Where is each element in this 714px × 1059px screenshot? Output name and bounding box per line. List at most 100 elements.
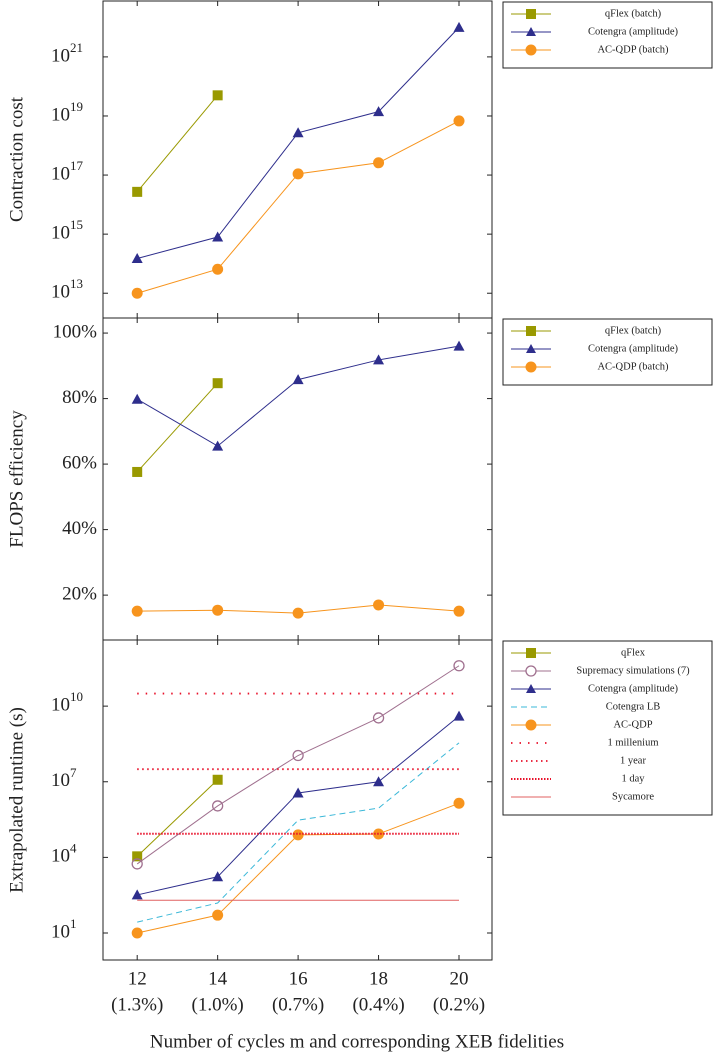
legend-marker xyxy=(525,719,537,731)
y-tick-exponent: 17 xyxy=(70,158,84,173)
marker xyxy=(292,374,304,385)
marker xyxy=(212,774,223,785)
legend-label: qFlex xyxy=(621,647,646,658)
legend-marker xyxy=(526,684,536,693)
marker xyxy=(373,354,385,365)
marker xyxy=(131,252,143,263)
marker xyxy=(131,927,143,939)
marker xyxy=(292,829,304,841)
marker xyxy=(212,90,223,101)
marker xyxy=(132,186,143,197)
series-line xyxy=(136,382,219,473)
y-tick-exponent: 7 xyxy=(70,765,77,780)
y-tick-exponent: 21 xyxy=(70,40,83,55)
legend-marker xyxy=(525,361,537,373)
marker xyxy=(373,599,385,611)
y-axis-label: Contraction cost xyxy=(6,96,27,222)
x-tick-label: 16 xyxy=(289,968,308,989)
marker xyxy=(132,466,143,477)
legend-label: AC-QDP xyxy=(613,719,652,730)
legend-box xyxy=(502,1,713,69)
x-tick-label: 12 xyxy=(128,968,147,989)
marker xyxy=(212,909,224,921)
x-tick-sublabel: (1.3%) xyxy=(111,994,163,1015)
x-axis-label: Number of cycles m and corresponding XEB… xyxy=(150,1031,564,1052)
y-tick-exponent: 4 xyxy=(70,840,77,855)
marker xyxy=(373,157,385,169)
marker xyxy=(131,605,143,617)
legend-label: Cotengra (amplitude) xyxy=(588,26,679,37)
marker xyxy=(212,231,224,242)
marker xyxy=(453,340,465,351)
legend-label: Supremacy simulations (7) xyxy=(576,665,690,676)
x-tick-sublabel: (0.4%) xyxy=(352,994,404,1015)
y-tick-exponent: 15 xyxy=(70,217,83,232)
series-line xyxy=(137,120,460,294)
marker xyxy=(211,800,224,812)
legend-marker xyxy=(526,27,536,36)
marker xyxy=(212,871,224,882)
marker xyxy=(212,263,224,275)
legend-marker xyxy=(526,326,536,336)
marker xyxy=(453,710,465,721)
y-tick-label: 100% xyxy=(53,321,98,342)
series-line xyxy=(137,742,460,923)
marker xyxy=(212,604,224,616)
marker xyxy=(131,393,143,404)
marker xyxy=(453,21,465,32)
legend-label: 1 millenium xyxy=(607,737,658,748)
marker xyxy=(132,851,143,862)
y-axis-label: Extrapolated runtime (s) xyxy=(6,707,27,893)
legend-marker xyxy=(526,9,536,19)
y-tick-exponent: 10 xyxy=(70,689,83,704)
legend-label: 1 day xyxy=(621,773,645,784)
series-line xyxy=(136,95,219,193)
series-line xyxy=(136,665,460,865)
legend-marker xyxy=(526,648,536,658)
marker xyxy=(453,115,465,127)
legend-box xyxy=(502,640,713,816)
y-axis-label: FLOPS efficiency xyxy=(6,410,27,548)
y-tick-label: 1015 xyxy=(51,217,83,243)
marker xyxy=(212,378,223,389)
marker xyxy=(453,660,465,672)
y-tick-label: 60% xyxy=(62,452,97,473)
legend-label: 1 year xyxy=(620,755,646,766)
y-tick-label: 107 xyxy=(51,765,77,791)
y-tick-label: 80% xyxy=(62,387,97,408)
legend-label: qFlex (batch) xyxy=(605,325,662,336)
legend-label: Cotengra LB xyxy=(606,701,661,712)
y-tick-exponent: 13 xyxy=(70,276,83,291)
x-tick-label: 20 xyxy=(450,968,469,989)
y-tick-label: 1010 xyxy=(51,689,83,715)
series-line xyxy=(136,345,460,447)
y-tick-label: 104 xyxy=(51,840,77,866)
legend-box xyxy=(502,318,713,386)
legend-marker xyxy=(526,344,536,353)
y-tick-exponent: 19 xyxy=(70,99,83,114)
legend-label: Cotengra (amplitude) xyxy=(588,343,679,354)
marker xyxy=(292,607,304,619)
marker xyxy=(292,127,304,138)
y-tick-label: 1019 xyxy=(51,99,83,125)
plot-frame xyxy=(102,0,493,319)
y-tick-exponent: 1 xyxy=(70,916,77,931)
series-line xyxy=(136,779,218,857)
marker xyxy=(131,858,143,870)
y-tick-label: 1021 xyxy=(51,40,83,66)
marker xyxy=(212,440,224,451)
series-line xyxy=(137,27,460,259)
y-tick-label: 101 xyxy=(51,916,77,942)
x-tick-label: 18 xyxy=(369,968,388,989)
legend-label: Sycamore xyxy=(612,791,654,802)
marker xyxy=(453,797,465,809)
legend-marker xyxy=(525,665,537,677)
marker xyxy=(292,168,304,180)
marker xyxy=(373,106,385,117)
x-tick-sublabel: (0.7%) xyxy=(272,994,324,1015)
marker xyxy=(373,776,385,787)
marker xyxy=(453,605,465,617)
legend-label: qFlex (batch) xyxy=(605,8,662,19)
y-tick-label: 1017 xyxy=(51,158,84,184)
